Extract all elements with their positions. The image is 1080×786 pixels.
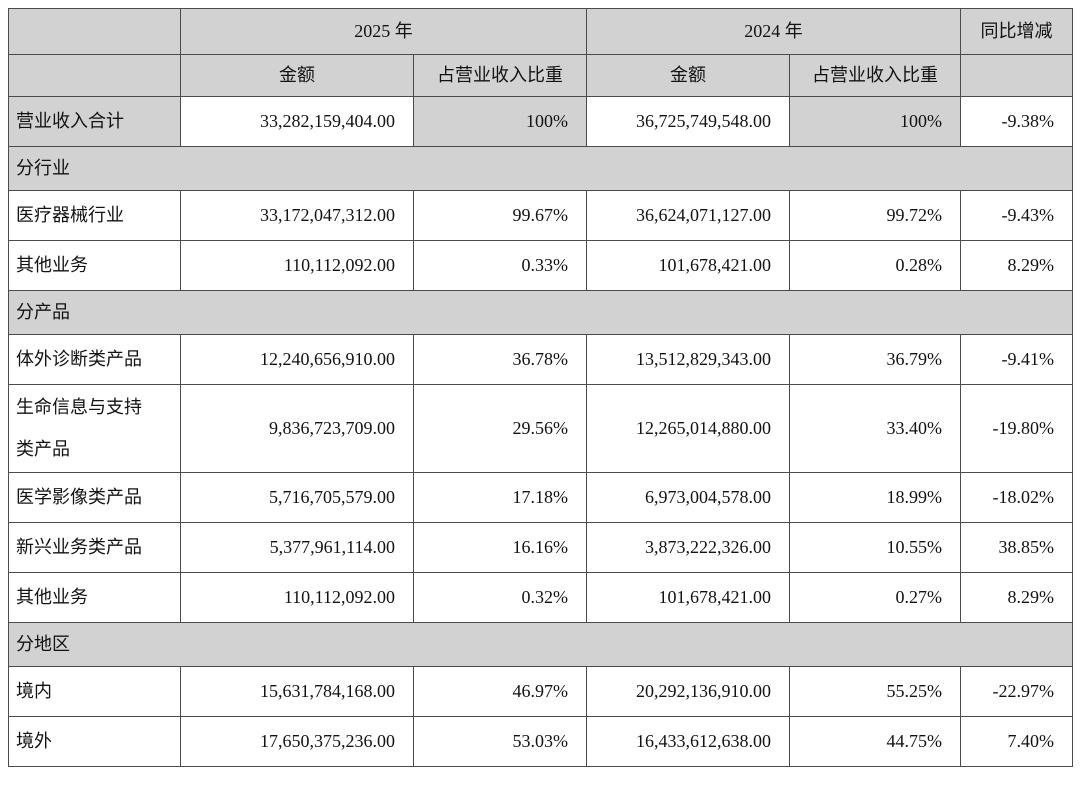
ratio-2025-cell: 100%: [413, 96, 587, 147]
amount-2024-cell: 101,678,421.00: [586, 572, 790, 623]
yoy-cell: -9.38%: [960, 96, 1073, 147]
ratio-2024-cell: 100%: [789, 96, 961, 147]
table-row-other-business-industry: 其他业务 110,112,092.00 0.33% 101,678,421.00…: [8, 240, 1073, 291]
table-row-emerging-business-products: 新兴业务类产品 5,377,961,114.00 16.16% 3,873,22…: [8, 522, 1073, 573]
ratio-2024-cell: 99.72%: [789, 190, 961, 241]
year-2024-header: 2024 年: [586, 8, 961, 55]
row-label: 医疗器械行业: [8, 190, 181, 241]
row-label: 生命信息与支持 类产品: [8, 384, 181, 473]
amount-2025-cell: 12,240,656,910.00: [180, 334, 414, 385]
ratio-2025-cell: 16.16%: [413, 522, 587, 573]
amount-2025-cell: 110,112,092.00: [180, 572, 414, 623]
ratio-2024-cell: 36.79%: [789, 334, 961, 385]
section-row-by-region: 分地区: [8, 622, 1073, 667]
corner-blank-cell: [8, 54, 181, 97]
table-row-medical-imaging-products: 医学影像类产品 5,716,705,579.00 17.18% 6,973,00…: [8, 472, 1073, 523]
yoy-cell: -19.80%: [960, 384, 1073, 473]
row-label: 新兴业务类产品: [8, 522, 181, 573]
ratio-2024-header: 占营业收入比重: [789, 54, 961, 97]
ratio-2025-cell: 17.18%: [413, 472, 587, 523]
year-2025-header: 2025 年: [180, 8, 587, 55]
table-row-patient-monitoring-products: 生命信息与支持 类产品 9,836,723,709.00 29.56% 12,2…: [8, 384, 1073, 473]
ratio-2024-cell: 44.75%: [789, 716, 961, 767]
yoy-blank-subheader: [960, 54, 1073, 97]
sub-header-row: 金额 占营业收入比重 金额 占营业收入比重: [8, 54, 1073, 97]
amount-2024-cell: 13,512,829,343.00: [586, 334, 790, 385]
section-label: 分行业: [8, 146, 1073, 191]
ratio-2025-cell: 0.33%: [413, 240, 587, 291]
yoy-cell: 7.40%: [960, 716, 1073, 767]
yoy-cell: -18.02%: [960, 472, 1073, 523]
amount-2025-cell: 33,282,159,404.00: [180, 96, 414, 147]
row-label: 医学影像类产品: [8, 472, 181, 523]
ratio-2025-cell: 0.32%: [413, 572, 587, 623]
row-label: 其他业务: [8, 240, 181, 291]
year-header-row: 2025 年 2024 年 同比增减: [8, 8, 1073, 55]
ratio-2025-cell: 46.97%: [413, 666, 587, 717]
ratio-2025-cell: 53.03%: [413, 716, 587, 767]
yoy-cell: -22.97%: [960, 666, 1073, 717]
amount-2024-cell: 12,265,014,880.00: [586, 384, 790, 473]
amount-2024-cell: 20,292,136,910.00: [586, 666, 790, 717]
section-row-by-product: 分产品: [8, 290, 1073, 335]
amount-2024-cell: 101,678,421.00: [586, 240, 790, 291]
amount-2025-cell: 9,836,723,709.00: [180, 384, 414, 473]
amount-2024-cell: 36,725,749,548.00: [586, 96, 790, 147]
row-label: 境内: [8, 666, 181, 717]
amount-2025-header: 金额: [180, 54, 414, 97]
yoy-cell: -9.41%: [960, 334, 1073, 385]
ratio-2024-cell: 0.28%: [789, 240, 961, 291]
yoy-cell: 38.85%: [960, 522, 1073, 573]
ratio-2024-cell: 55.25%: [789, 666, 961, 717]
row-label: 境外: [8, 716, 181, 767]
table-row-overseas: 境外 17,650,375,236.00 53.03% 16,433,612,6…: [8, 716, 1073, 767]
ratio-2024-cell: 33.40%: [789, 384, 961, 473]
ratio-2025-header: 占营业收入比重: [413, 54, 587, 97]
amount-2024-cell: 36,624,071,127.00: [586, 190, 790, 241]
section-row-by-industry: 分行业: [8, 146, 1073, 191]
amount-2025-cell: 110,112,092.00: [180, 240, 414, 291]
amount-2024-cell: 3,873,222,326.00: [586, 522, 790, 573]
amount-2025-cell: 5,377,961,114.00: [180, 522, 414, 573]
table-row-total-revenue: 营业收入合计 33,282,159,404.00 100% 36,725,749…: [8, 96, 1073, 147]
ratio-2025-cell: 99.67%: [413, 190, 587, 241]
amount-2024-header: 金额: [586, 54, 790, 97]
revenue-breakdown-table: 2025 年 2024 年 同比增减 金额 占营业收入比重 金额 占营业收入比重…: [8, 8, 1073, 767]
yoy-cell: 8.29%: [960, 572, 1073, 623]
section-label: 分产品: [8, 290, 1073, 335]
table-row-ivd-products: 体外诊断类产品 12,240,656,910.00 36.78% 13,512,…: [8, 334, 1073, 385]
corner-blank-cell: [8, 8, 181, 55]
amount-2024-cell: 6,973,004,578.00: [586, 472, 790, 523]
amount-2025-cell: 15,631,784,168.00: [180, 666, 414, 717]
table-row-medical-devices: 医疗器械行业 33,172,047,312.00 99.67% 36,624,0…: [8, 190, 1073, 241]
yoy-cell: -9.43%: [960, 190, 1073, 241]
amount-2025-cell: 5,716,705,579.00: [180, 472, 414, 523]
row-label: 其他业务: [8, 572, 181, 623]
row-label: 营业收入合计: [8, 96, 181, 147]
row-label: 体外诊断类产品: [8, 334, 181, 385]
ratio-2025-cell: 29.56%: [413, 384, 587, 473]
table-row-domestic: 境内 15,631,784,168.00 46.97% 20,292,136,9…: [8, 666, 1073, 717]
ratio-2024-cell: 0.27%: [789, 572, 961, 623]
amount-2024-cell: 16,433,612,638.00: [586, 716, 790, 767]
section-label: 分地区: [8, 622, 1073, 667]
ratio-2024-cell: 10.55%: [789, 522, 961, 573]
ratio-2024-cell: 18.99%: [789, 472, 961, 523]
yoy-cell: 8.29%: [960, 240, 1073, 291]
table-row-other-business-product: 其他业务 110,112,092.00 0.32% 101,678,421.00…: [8, 572, 1073, 623]
amount-2025-cell: 17,650,375,236.00: [180, 716, 414, 767]
yoy-header: 同比增减: [960, 8, 1073, 55]
amount-2025-cell: 33,172,047,312.00: [180, 190, 414, 241]
ratio-2025-cell: 36.78%: [413, 334, 587, 385]
